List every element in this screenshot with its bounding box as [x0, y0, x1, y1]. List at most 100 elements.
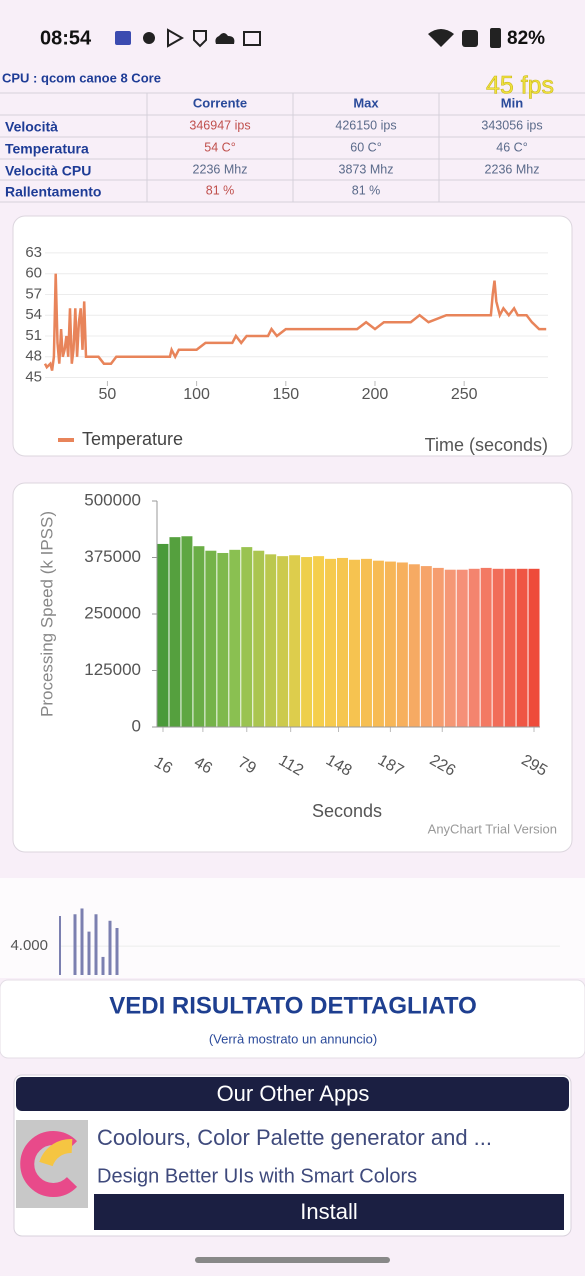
bar — [372, 560, 384, 727]
x-tick-label: 16 — [151, 754, 175, 778]
bar — [420, 566, 432, 727]
y-tick-label: 57 — [25, 285, 42, 302]
bar — [468, 568, 480, 727]
table-cell: 60 C° — [350, 140, 381, 154]
play-icon — [167, 28, 185, 48]
bar — [193, 546, 205, 727]
bar — [337, 557, 349, 727]
x-tick-label: 46 — [191, 754, 215, 778]
y-tick-label: 250000 — [84, 603, 141, 622]
ad-app-title[interactable]: Coolours, Color Palette generator and ..… — [97, 1125, 492, 1150]
bar — [205, 550, 217, 727]
x-tick-label: 50 — [99, 386, 117, 403]
table-grid — [0, 92, 585, 203]
bar — [516, 568, 528, 727]
bar — [229, 549, 241, 727]
x-tick-label: 100 — [183, 386, 210, 403]
status-time: 08:54 — [40, 27, 92, 49]
y-tick-label: 51 — [25, 327, 42, 344]
bar — [456, 569, 468, 727]
bar — [289, 555, 301, 727]
bar — [73, 914, 77, 975]
table-title: CPU : qcom canoe 8 Core — [2, 70, 161, 85]
install-button-bg[interactable] — [94, 1194, 564, 1230]
x-tick-label: 79 — [235, 754, 259, 778]
table-cell: 54 C° — [204, 140, 235, 154]
install-button[interactable]: Install — [300, 1199, 357, 1224]
bar — [504, 568, 516, 727]
result-note: (Verrà mostrato un annuncio) — [209, 1031, 377, 1046]
table-cell: 2236 Mhz — [485, 162, 540, 176]
bar — [265, 554, 277, 727]
table-cell: 343056 ips — [481, 118, 542, 132]
bar — [432, 567, 444, 727]
table: Corrente Max Min Velocità 346947 ips 426150 i… — [5, 95, 543, 199]
table-cell: 81 % — [352, 183, 381, 197]
ad-app-subtitle: Design Better UIs with Smart Colors — [97, 1165, 417, 1187]
status-icons — [115, 28, 501, 48]
column-header: Max — [353, 95, 379, 110]
bar — [241, 547, 253, 727]
y-tick-label: 63 — [25, 244, 42, 261]
x-tick-label: 200 — [362, 386, 389, 403]
row-label: Velocità — [5, 119, 58, 135]
table-cell: 2236 Mhz — [193, 162, 248, 176]
table-cell: 81 % — [206, 183, 235, 197]
y-tick-label: 375000 — [84, 547, 141, 566]
battery-level: 82% — [507, 28, 545, 49]
bar — [169, 537, 181, 727]
app-icon — [115, 31, 131, 45]
y-tick-label: 500000 — [84, 490, 141, 509]
bar — [157, 543, 169, 727]
y-tick-label: 0 — [132, 716, 141, 735]
bar — [528, 568, 540, 727]
x-axis-title: Seconds — [312, 801, 382, 821]
table-cell: 346947 ips — [189, 118, 250, 132]
row-label: Velocità CPU — [5, 163, 91, 179]
result-card — [0, 979, 585, 1059]
bar — [181, 536, 193, 727]
table-cell: 3873 Mhz — [339, 162, 394, 176]
x-axis-title: Time (seconds) — [425, 435, 548, 455]
ad-header: Our Other Apps — [217, 1081, 370, 1106]
bar — [87, 931, 91, 975]
legend-label: Temperature — [82, 429, 183, 449]
y-tick-label: 48 — [25, 348, 42, 365]
bar — [384, 561, 396, 727]
bar — [313, 556, 325, 727]
fps-overlay: 45 fps — [486, 72, 554, 100]
result-button[interactable]: VEDI RISULTATO DETTAGLIATO — [109, 992, 477, 1019]
bar — [217, 552, 229, 727]
bar — [492, 568, 504, 727]
shield-icon — [193, 30, 207, 48]
y-tick-label: 54 — [25, 306, 42, 323]
bar — [253, 550, 265, 727]
bar — [277, 556, 289, 727]
table-cell: 426150 ips — [335, 118, 396, 132]
x-tick-label: 150 — [272, 386, 299, 403]
y-tick-label: 60 — [25, 265, 42, 282]
bar — [94, 914, 98, 975]
battery-icon — [490, 28, 501, 48]
app-icon-logo-part — [39, 1139, 73, 1167]
nav-handle — [195, 1257, 390, 1263]
settings-icon — [143, 32, 155, 44]
bar — [444, 569, 456, 727]
bar — [360, 558, 372, 727]
y-tick-label: 45 — [25, 369, 42, 386]
x-tick-label: 250 — [451, 386, 478, 403]
app-icon-logo[interactable] — [20, 1131, 78, 1197]
bar — [348, 559, 360, 727]
column-header: Corrente — [193, 95, 247, 110]
bar — [396, 562, 408, 727]
y-tick-label: 125000 — [84, 660, 141, 679]
cloud-icon — [215, 33, 235, 44]
y-axis-title: Processing Speed (k IPSS) — [37, 511, 56, 717]
sim-icon — [462, 30, 478, 47]
bar — [480, 567, 492, 727]
table-cell: 46 C° — [496, 140, 527, 154]
y-tick-label: 4.000 — [10, 937, 48, 954]
temperature-line — [43, 273, 547, 371]
